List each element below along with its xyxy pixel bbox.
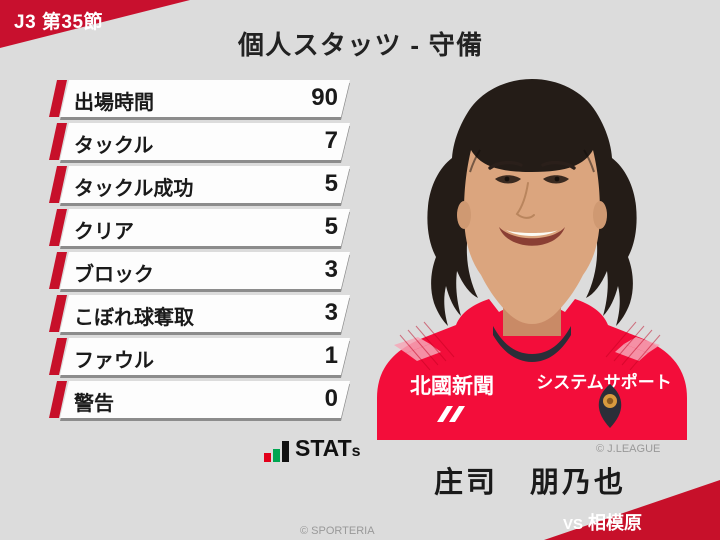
svg-text:北國新聞: 北國新聞 <box>410 374 494 398</box>
svg-text:システムサポート: システムサポート <box>536 372 672 392</box>
